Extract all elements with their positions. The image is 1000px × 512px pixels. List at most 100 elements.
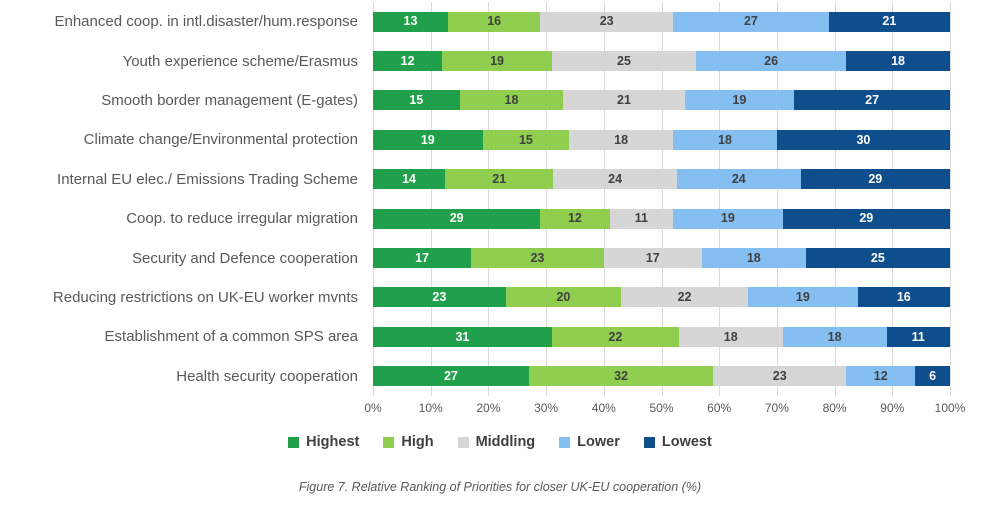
category-label: Establishment of a common SPS area	[104, 328, 358, 346]
stacked-bar: 13 16 23 27 21	[373, 11, 950, 32]
bar-segment-high: 15	[482, 129, 570, 150]
bar-segment-middling: 21	[563, 90, 685, 111]
stacked-bar: 12 19 25 26 18	[373, 51, 950, 72]
figure-caption: Figure 7. Relative Ranking of Priorities…	[298, 480, 702, 494]
x-tick-label: 10%	[418, 401, 443, 415]
bar-segment-middling: 25	[551, 51, 697, 72]
legend-swatch-icon	[457, 436, 469, 448]
bar-row: Youth experience scheme/Erasmus 12 19 25 26 1…	[0, 41, 1000, 80]
gridline	[603, 2, 605, 396]
bar-segment-middling: 23	[540, 11, 674, 32]
bar-segment-highest: 15	[373, 90, 460, 111]
bar-segment-high: 20	[505, 287, 622, 308]
stacked-bar: 29 12 11 19 29	[373, 208, 950, 229]
category-label: Smooth border management (E-gates)	[101, 91, 358, 109]
bar-segment-highest: 23	[373, 287, 506, 308]
bar-row: Climate change/Environmental protection 1…	[0, 120, 1000, 159]
gridline	[950, 2, 951, 396]
stacked-bar: 15 18 21 19 27	[373, 90, 950, 111]
gridline	[776, 2, 778, 396]
gridline	[373, 2, 374, 396]
bar-segment-high: 19	[442, 51, 552, 72]
bar-segment-highest: 14	[373, 169, 446, 190]
bar-segment-high: 21	[445, 169, 554, 190]
bar-row: Health security cooperation 27 32 23 12 6	[0, 357, 1000, 396]
grid-lines	[373, 2, 951, 396]
x-tick-label: 0%	[364, 401, 382, 415]
gridline	[892, 2, 894, 396]
bar-segment-middling: 23	[713, 366, 847, 387]
bar-segment-high: 16	[448, 11, 541, 32]
bar-segment-highest: 17	[373, 248, 472, 269]
bar-segment-lower: 18	[673, 129, 777, 150]
legend-label: Lowest	[661, 434, 712, 450]
legend-swatch-icon	[643, 436, 655, 448]
bar-segment-lowest: 29	[800, 169, 950, 190]
bar-segment-lower: 19	[684, 90, 795, 111]
bar-segment-middling: 18	[569, 129, 674, 150]
bar-segment-middling: 24	[553, 169, 677, 190]
bar-segment-high: 23	[471, 248, 604, 269]
bar-row: Internal EU elec./ Emissions Trading Sch…	[0, 160, 1000, 199]
bar-segment-lower: 27	[673, 11, 829, 32]
category-label: Climate change/Environmental protection	[83, 131, 358, 149]
x-tick-label: 100%	[934, 401, 966, 415]
bar-segment-lowest: 21	[828, 11, 950, 32]
bar-segment-middling: 17	[603, 248, 702, 269]
legend-item-lowest: Lowest	[643, 434, 712, 450]
bar-segment-highest: 31	[373, 326, 552, 347]
x-axis: 0% 10% 20% 30% 40% 50% 60% 70% 80% 90% 100%	[364, 401, 965, 417]
legend: Highest High Middling Lower Lowest	[0, 432, 1000, 452]
bar-row: Enhanced coop. in intl.disaster/hum.resp…	[0, 2, 1000, 41]
x-tick-label: 20%	[476, 401, 501, 415]
category-label: Internal EU elec./ Emissions Trading Sch…	[57, 170, 358, 188]
x-tick-label: 30%	[534, 401, 559, 415]
bar-segment-lowest: 30	[776, 129, 950, 150]
gridline	[430, 2, 432, 396]
bar-segment-lower: 18	[701, 248, 806, 269]
legend-swatch-icon	[559, 436, 571, 448]
bar-row: Smooth border management (E-gates) 15 18 21…	[0, 81, 1000, 120]
bar-segment-lowest: 16	[857, 287, 950, 308]
stacked-bar: 19 15 18 18 30	[373, 129, 950, 150]
stacked-bar: 23 20 22 19 16	[373, 287, 950, 308]
bar-segment-lower: 24	[676, 169, 801, 190]
bar-segment-lowest: 18	[846, 51, 950, 72]
bar-segment-highest: 12	[373, 51, 443, 72]
category-label: Health security cooperation	[176, 367, 358, 385]
gridline	[834, 2, 836, 396]
category-label: Security and Defence cooperation	[132, 249, 358, 267]
x-tick-label: 50%	[649, 401, 674, 415]
bar-segment-middling: 18	[678, 326, 783, 347]
legend-label: Lower	[577, 434, 620, 450]
bar-segment-lowest: 25	[805, 248, 950, 269]
bar-segment-lower: 19	[673, 208, 783, 229]
bar-rows: Enhanced coop. in intl.disaster/hum.resp…	[0, 2, 1000, 396]
bar-row: Establishment of a common SPS area 31 22 18…	[0, 317, 1000, 356]
bar-segment-highest: 29	[373, 208, 541, 229]
gridline	[546, 2, 548, 396]
category-label: Youth experience scheme/Erasmus	[122, 52, 358, 70]
category-label: Enhanced coop. in intl.disaster/hum.resp…	[54, 13, 358, 31]
stacked-bar: 17 23 17 18 25	[373, 248, 950, 269]
bar-segment-highest: 27	[373, 366, 529, 387]
bar-segment-highest: 19	[373, 129, 483, 150]
bar-segment-lowest: 29	[782, 208, 950, 229]
bar-row: Coop. to reduce irregular migration 29 12 1…	[0, 199, 1000, 238]
legend-swatch-icon	[383, 436, 395, 448]
legend-label: Middling	[475, 434, 536, 450]
bar-row: Reducing restrictions on UK-EU worker mv…	[0, 278, 1000, 317]
legend-label: High	[401, 434, 434, 450]
category-label: Reducing restrictions on UK-EU worker mv…	[52, 288, 358, 306]
bar-segment-lowest: 6	[915, 366, 950, 387]
legend-item-high: High	[383, 434, 434, 450]
gridline	[719, 2, 721, 396]
bar-segment-high: 32	[528, 366, 714, 387]
bar-segment-lower: 26	[696, 51, 847, 72]
stacked-bar: 27 32 23 12 6	[373, 366, 950, 387]
legend-item-lower: Lower	[559, 434, 620, 450]
x-tick-label: 70%	[764, 401, 789, 415]
x-tick-label: 40%	[591, 401, 616, 415]
x-tick-label: 80%	[822, 401, 847, 415]
